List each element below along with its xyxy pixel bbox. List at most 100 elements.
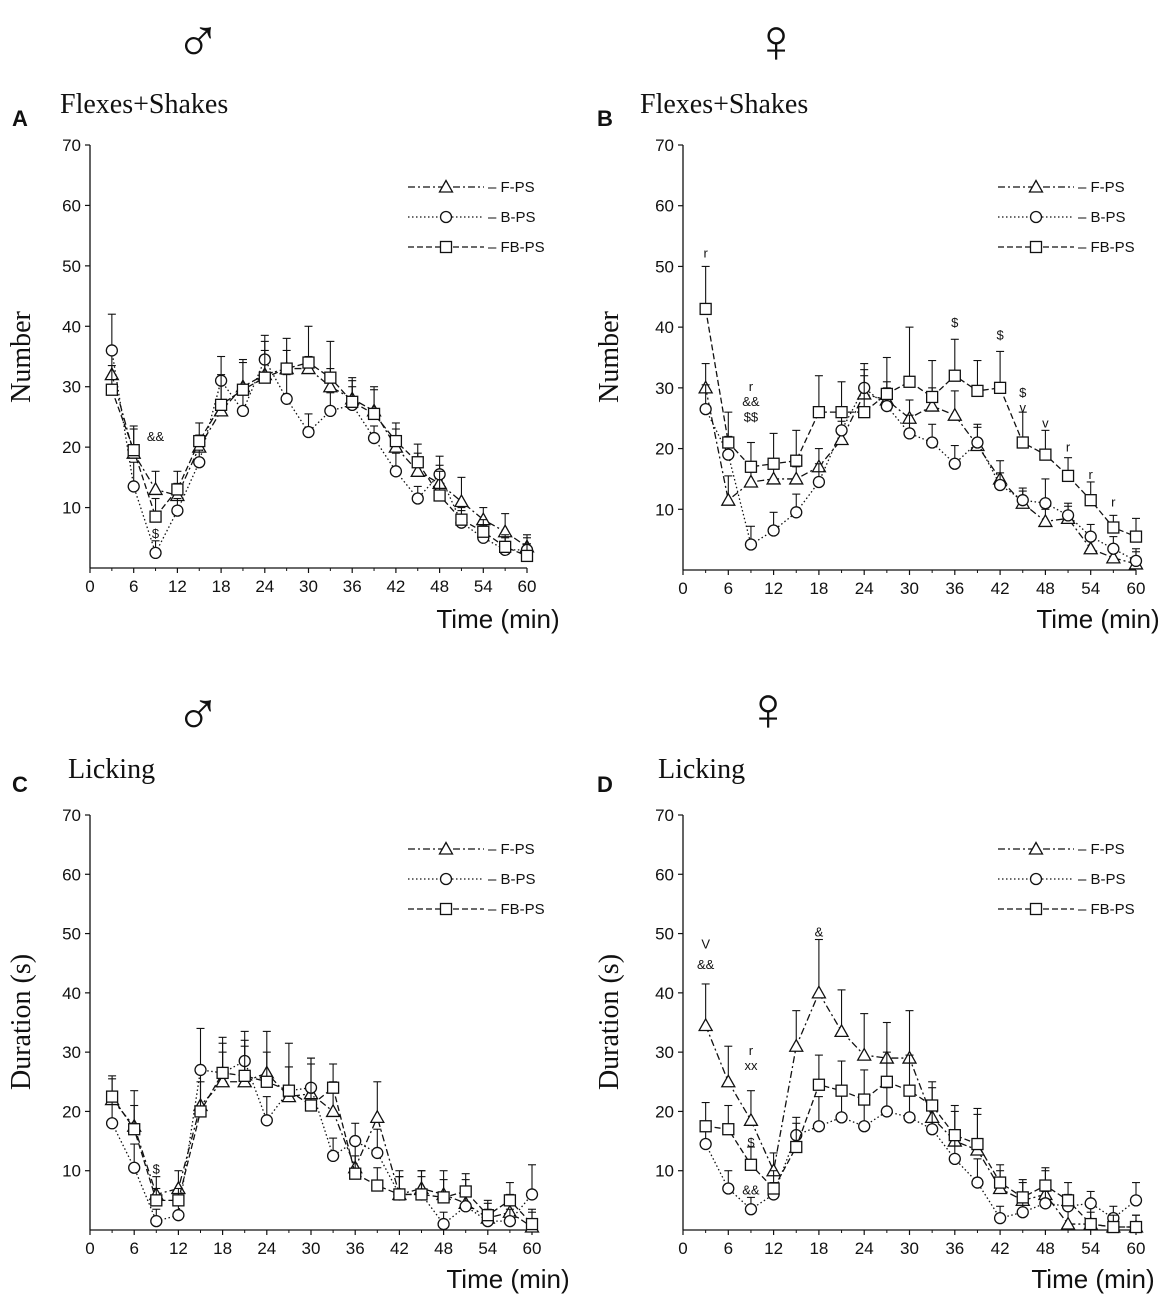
data-point-b-ps <box>389 465 403 478</box>
panel-b-sex-symbol: ♀ <box>753 7 800 76</box>
data-point-fb-ps <box>1061 469 1075 483</box>
data-point-f-ps <box>147 481 164 496</box>
significance-mark: $ <box>747 1135 755 1150</box>
data-point-f-ps <box>924 398 940 412</box>
x-tick-label: 48 <box>1036 579 1055 598</box>
series-line-fb-ps <box>705 308 1137 538</box>
significance-mark: $ <box>152 526 160 541</box>
data-point-b-ps <box>371 1146 384 1160</box>
x-tick-label: 48 <box>434 1239 453 1258</box>
data-point-f-ps <box>1037 513 1054 528</box>
x-tick-label: 6 <box>129 577 138 596</box>
series-line-f-ps <box>111 1072 533 1228</box>
data-point-fb-ps <box>498 540 512 553</box>
data-point-b-ps <box>1129 554 1143 568</box>
data-point-b-ps <box>437 1217 450 1231</box>
data-point-f-ps <box>788 1038 804 1052</box>
data-point-fb-ps <box>722 436 735 449</box>
legend-label: – B-PS <box>488 871 536 888</box>
data-point-fb-ps <box>993 1176 1007 1189</box>
panel-c: ♂ C Licking 70 60 50 40 30 20 10 0 6 12 18 24 30 36 42… <box>6 680 570 1294</box>
data-point-f-ps <box>1105 550 1121 564</box>
data-point-b-ps <box>699 1137 712 1151</box>
x-tick-label: 42 <box>991 579 1010 598</box>
y-tick-label: 30 <box>62 1043 81 1062</box>
legend-label: – F-PS <box>488 179 535 196</box>
data-point-fb-ps <box>744 460 758 473</box>
x-tick-label: 12 <box>168 577 187 596</box>
legend-label: – FB-PS <box>488 901 545 918</box>
data-point-fb-ps <box>790 454 803 467</box>
data-point-fb-ps <box>971 1137 984 1151</box>
significance-mark: $$ <box>744 409 759 424</box>
data-point-fb-ps <box>926 1099 939 1112</box>
y-tick-label: 60 <box>655 865 674 884</box>
panel-a-plot: 70 60 50 40 30 20 10 0 6 12 18 24 30 36 42 48 54 60 Number… <box>6 136 560 634</box>
x-tick-label: 0 <box>85 1239 94 1258</box>
x-tick-label: 0 <box>85 577 94 596</box>
data-point-b-ps <box>127 480 140 493</box>
data-point-b-ps <box>1107 542 1120 555</box>
legend-marker-triangle <box>1028 841 1044 855</box>
data-point-b-ps <box>105 344 118 357</box>
data-point-b-ps <box>128 1161 141 1174</box>
data-point-fb-ps <box>520 549 534 563</box>
data-point-fb-ps <box>415 1188 428 1201</box>
data-point-b-ps <box>903 1111 916 1124</box>
significance-mark: && <box>742 394 760 409</box>
x-tick-label: 30 <box>302 1239 321 1258</box>
data-point-fb-ps <box>948 1128 961 1142</box>
panel-a-letter: A <box>12 106 28 131</box>
legend-marker-square <box>1029 240 1043 254</box>
x-tick-label: 18 <box>212 577 231 596</box>
data-point-fb-ps <box>105 383 118 396</box>
data-point-f-ps <box>1083 540 1099 555</box>
x-tick-label: 18 <box>809 579 828 598</box>
data-point-f-ps <box>811 985 827 999</box>
y-tick-label: 30 <box>62 378 81 397</box>
legend-marker-circle <box>439 872 453 886</box>
y-tick-label: 70 <box>655 136 674 155</box>
data-point-b-ps <box>1084 530 1097 543</box>
data-point-fb-ps <box>699 302 712 316</box>
data-point-f-ps <box>410 463 426 477</box>
data-point-b-ps <box>149 546 162 560</box>
x-tick-label: 42 <box>386 577 405 596</box>
x-tick-label: 36 <box>945 1239 964 1258</box>
x-tick-label: 24 <box>255 577 274 596</box>
data-point-fb-ps <box>260 1075 273 1088</box>
data-point-fb-ps <box>1039 1179 1052 1192</box>
y-tick-label: 10 <box>655 500 674 519</box>
data-point-fb-ps <box>411 456 424 469</box>
data-point-fb-ps <box>858 1093 871 1106</box>
x-tick-label: 42 <box>390 1239 409 1258</box>
data-point-f-ps <box>765 471 782 485</box>
y-tick-label: 60 <box>655 197 674 216</box>
panel-d-title: Licking <box>658 754 745 785</box>
significance-mark: r <box>749 379 754 394</box>
data-point-f-ps <box>947 407 963 421</box>
data-point-b-ps <box>880 1105 893 1118</box>
y-tick-label: 20 <box>62 438 81 457</box>
data-point-fb-ps <box>238 1069 251 1083</box>
legend-marker-circle <box>1029 872 1043 886</box>
data-point-b-ps <box>193 456 206 469</box>
x-tick-label: 60 <box>523 1239 542 1258</box>
data-point-b-ps <box>326 1149 340 1163</box>
y-tick-label: 30 <box>655 379 674 398</box>
legend-label: – FB-PS <box>488 239 545 256</box>
significance-mark: V <box>701 936 710 951</box>
x-tick-label: 30 <box>900 579 919 598</box>
data-point-fb-ps <box>477 525 490 538</box>
x-tick-label: 60 <box>1127 1239 1146 1258</box>
y-tick-label: 20 <box>655 440 674 459</box>
data-point-fb-ps <box>835 405 848 419</box>
data-point-f-ps <box>720 1073 736 1088</box>
data-point-b-ps <box>993 1211 1007 1225</box>
x-tick-label: 60 <box>1127 579 1146 598</box>
x-axis-label: Time (min) <box>436 604 559 634</box>
data-point-fb-ps <box>880 1075 893 1088</box>
significance-mark: & <box>815 925 824 940</box>
significance-mark: $ <box>153 1162 161 1177</box>
data-point-fb-ps <box>699 1120 712 1133</box>
